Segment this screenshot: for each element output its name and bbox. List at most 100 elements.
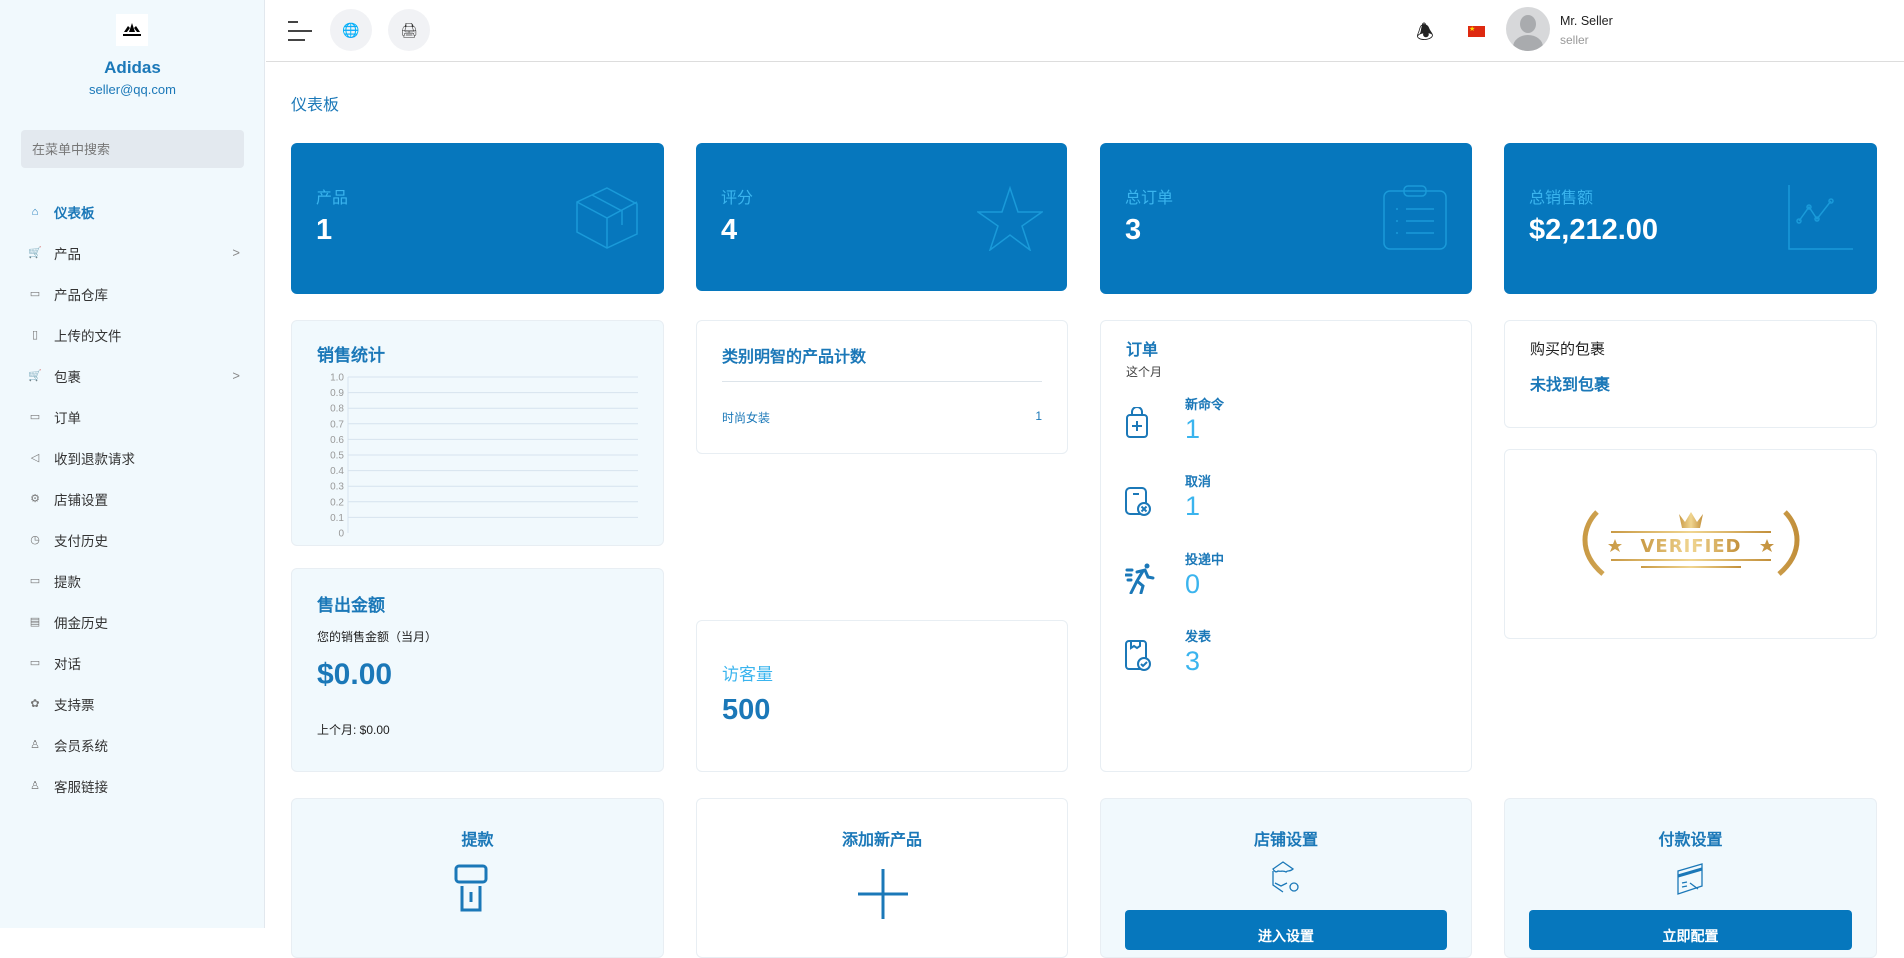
sidebar-menu: ⌂ 仪表板 🛒 产品 > ▭ 产品仓库 ▯ 上传的文件 🛒 包裹 > ▭ 订单 ◁ 收到退款请求 ⚙ 店铺设置 ◷ 支…: [26, 191, 240, 806]
stat-label: 评分: [721, 190, 754, 207]
card-title: 店铺设置: [1253, 832, 1318, 849]
sidebar-item[interactable]: ⚙ 店铺设置: [26, 478, 240, 519]
sidebar-item[interactable]: ◷ 支付历史: [26, 519, 240, 560]
chevron-right-icon: >: [232, 368, 240, 383]
order-stat-value: 3: [1185, 646, 1201, 676]
brand-logo: [116, 14, 148, 46]
y-tick-label: 0.2: [330, 497, 344, 508]
orders-card: 订单 这个月 新命令 1 取消 1 投递中 0 发表 3: [1100, 320, 1472, 772]
order-stat-label: 新命令: [1185, 397, 1225, 412]
sidebar-item[interactable]: ▯ 上传的文件: [26, 314, 240, 355]
stat-label: 总订单: [1125, 190, 1174, 207]
stat-value: $2,212.00: [1529, 214, 1659, 246]
sidebar-item[interactable]: ▭ 订单: [26, 396, 240, 437]
category-row: 时尚女装 1: [722, 409, 1042, 426]
sidebar-item-label: 对话: [54, 656, 81, 672]
avatar[interactable]: [1506, 7, 1550, 51]
running-person-icon: [1125, 563, 1155, 594]
card-subtitle: 您的销售金额（当月）: [317, 630, 438, 644]
folder-icon: ▯: [31, 329, 39, 341]
y-tick-label: 0.7: [330, 419, 344, 430]
language-flag-icon[interactable]: ★: [1468, 26, 1485, 37]
visitors-card: 访客量 500: [696, 620, 1068, 772]
card-title: 提款: [461, 832, 494, 849]
sidebar-item-label: 佣金历史: [54, 615, 108, 631]
card-title: 销售统计: [317, 346, 385, 365]
chat-icon: ▭: [29, 657, 41, 669]
sidebar-item[interactable]: ◁ 收到退款请求: [26, 437, 240, 478]
bag-plus-icon: [1126, 407, 1148, 438]
top-header: 🌐 🖨: [266, 0, 1904, 62]
sidebar-item-label: 收到退款请求: [54, 451, 135, 467]
sidebar-item-label: 支付历史: [54, 533, 108, 549]
stat-card-orders[interactable]: 总订单 3: [1100, 143, 1472, 294]
cart-icon: 🛒: [28, 247, 42, 259]
sales-stats-card: 销售统计 1.0 0.9 0.8 0.7 0.6 0.5 0.4 0.3 0.2 0.1 0: [291, 320, 664, 546]
line-chart-icon: [1788, 185, 1853, 250]
stat-value: 1: [316, 214, 333, 246]
shop-gear-icon: [1272, 861, 1299, 893]
chevron-right-icon: >: [232, 245, 240, 260]
cart-icon: 🛒: [28, 370, 42, 382]
enter-settings-button[interactable]: 进入设置: [1125, 910, 1447, 950]
shop-settings-card: 店铺设置 进入设置: [1100, 798, 1472, 958]
last-month-amount: 上个月: $0.00: [317, 723, 390, 737]
stat-label: 产品: [316, 190, 349, 207]
sidebar-item-label: 店铺设置: [54, 492, 108, 508]
order-stat-value: 0: [1185, 569, 1201, 599]
user-icon: ♙: [30, 739, 40, 751]
sidebar-item[interactable]: ♙ 会员系统: [26, 724, 240, 765]
sidebar-item[interactable]: ✿ 支持票: [26, 683, 240, 724]
card-title: 添加新产品: [841, 832, 922, 849]
withdraw-card[interactable]: 提款: [291, 798, 664, 958]
clipboard-icon: [1383, 185, 1447, 250]
sidebar-item[interactable]: ▭ 产品仓库: [26, 273, 240, 314]
configure-now-button[interactable]: 立即配置: [1529, 910, 1852, 950]
document-icon: ▤: [29, 616, 41, 628]
verified-text: VERIFIED: [1640, 536, 1741, 557]
visitors-label: 访客量: [722, 665, 773, 684]
sidebar-item[interactable]: 🛒 包裹 >: [26, 355, 240, 396]
sidebar-item[interactable]: 🛒 产品 >: [26, 232, 240, 273]
menu-search-input[interactable]: [21, 130, 244, 168]
user-role: seller: [1560, 33, 1589, 47]
sidebar-item[interactable]: ▤ 佣金历史: [26, 601, 240, 642]
star-icon: [977, 185, 1043, 251]
stat-value: 3: [1125, 214, 1142, 246]
stat-card-sales[interactable]: 总销售额 $2,212.00: [1504, 143, 1877, 294]
sales-chart: 1.0 0.9 0.8 0.7 0.6 0.5 0.4 0.3 0.2 0.1 0: [330, 373, 638, 540]
order-stat-value: 1: [1185, 491, 1201, 521]
add-product-card[interactable]: 添加新产品: [696, 798, 1068, 958]
globe-icon: 🌐: [342, 21, 360, 38]
y-tick-label: 0.9: [330, 388, 344, 399]
sidebar-item[interactable]: ♙ 客服链接: [26, 765, 240, 806]
sidebar-item[interactable]: ▭ 提款: [26, 560, 240, 601]
purchased-packages-card: 购买的包裹 未找到包裹: [1504, 320, 1877, 428]
sidebar-item-label: 提款: [54, 574, 81, 590]
stat-card-products[interactable]: 产品 1: [291, 143, 664, 294]
menu-toggle-button[interactable]: [288, 21, 312, 41]
sidebar-item[interactable]: ⌂ 仪表板: [26, 191, 240, 232]
stat-card-rating[interactable]: 评分 4: [696, 143, 1067, 291]
y-tick-label: 0.3: [330, 482, 344, 493]
sidebar-item-label: 包裹: [54, 369, 81, 385]
brand-email: seller@qq.com: [89, 82, 176, 97]
verified-card: VERIFIED: [1504, 449, 1877, 639]
order-stat-label: 取消: [1185, 474, 1212, 489]
sidebar-item[interactable]: ▭ 对话: [26, 642, 240, 683]
category-count-card: 类别明智的产品计数 时尚女装 1: [696, 320, 1068, 454]
card-subtitle: 这个月: [1126, 365, 1163, 379]
print-button[interactable]: 🖨: [388, 9, 430, 51]
money-icon: ▭: [29, 575, 41, 587]
printer-icon: 🖨: [400, 21, 418, 38]
card-title: 购买的包裹: [1530, 341, 1606, 358]
category-name: 时尚女装: [722, 411, 771, 425]
sidebar-item-label: 上传的文件: [54, 328, 122, 344]
brand-name: Adidas: [104, 58, 161, 77]
sidebar: Adidas seller@qq.com ⌂ 仪表板 🛒 产品 > ▭ 产品仓库 ▯ 上传的文件…: [0, 0, 265, 928]
website-button[interactable]: 🌐: [330, 9, 372, 51]
breadcrumb[interactable]: 仪表板: [291, 97, 340, 114]
notification-bell-icon[interactable]: 🕭: [1416, 22, 1434, 44]
user-name: Mr. Seller: [1560, 14, 1613, 28]
stat-value: 4: [721, 214, 738, 246]
